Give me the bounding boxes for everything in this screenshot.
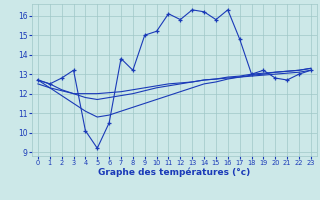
X-axis label: Graphe des températures (°c): Graphe des températures (°c) (98, 168, 251, 177)
